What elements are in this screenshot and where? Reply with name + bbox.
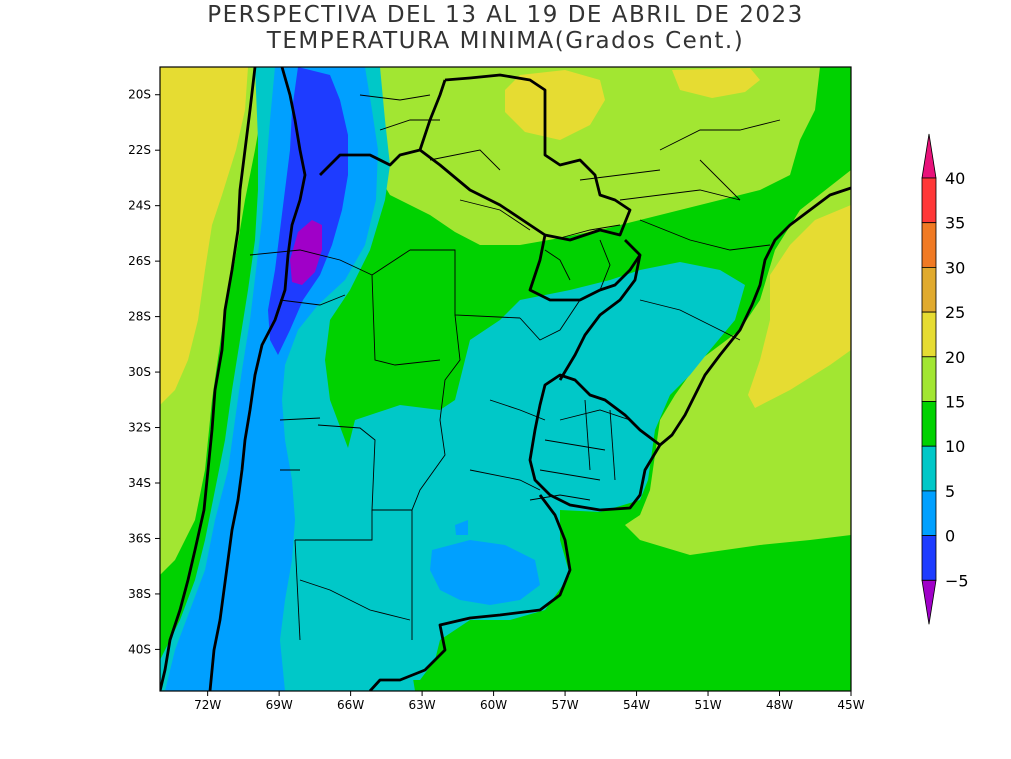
bolivia-brazil-border: [444, 73, 632, 242]
band-20-25-north: [505, 70, 605, 140]
colorbar-segment: [921, 445, 937, 492]
title-line-1: PERSPECTIVA DEL 13 AL 19 DE ABRIL DE 202…: [207, 2, 804, 28]
lon-tick-label: 57W: [551, 698, 578, 712]
colorbar-segment: [921, 177, 937, 224]
colorbar-label: 10: [945, 437, 965, 456]
lat-tick-label: 36S: [128, 531, 151, 545]
colorbar-bottom-triangle: [921, 579, 937, 625]
colorbar-label: 25: [945, 303, 965, 322]
title-line-2: TEMPERATURA MINIMA(Grados Cent.): [266, 28, 745, 54]
band-minus5-0: [268, 67, 348, 355]
band-0-5: [165, 67, 540, 691]
colorbar-segment: [921, 311, 937, 358]
lat-tick-label: 38S: [128, 587, 151, 601]
colorbar-label: −5: [945, 571, 969, 590]
lat-tick-label: 22S: [128, 143, 151, 157]
temperature-field: [160, 67, 851, 691]
lon-tick-label: 72W: [194, 698, 221, 712]
colorbar-segment: [921, 222, 937, 268]
band-below-minus5: [290, 220, 322, 285]
uruguay-border: [528, 373, 662, 512]
lat-tick-label: 20S: [128, 88, 151, 102]
colorbar-segment: [921, 535, 937, 581]
colorbar-segment: [921, 356, 937, 402]
lon-tick-label: 54W: [623, 698, 650, 712]
colorbar-label: 15: [945, 393, 965, 412]
lat-tick-label: 30S: [128, 365, 151, 379]
lon-tick-label: 63W: [409, 698, 436, 712]
colorbar-label: 5: [945, 482, 955, 501]
argentina-brazil-border: [558, 254, 642, 381]
lat-tick-label: 28S: [128, 310, 151, 324]
longitude-axis: 72W 69W 66W 63W 60W 57W 54W 51W 48W 45W: [194, 691, 865, 712]
lat-tick-label: 40S: [128, 642, 151, 656]
pacific-coast: [160, 67, 257, 691]
lat-tick-label: 26S: [128, 254, 151, 268]
band-0-5-spot: [250, 406, 258, 424]
lat-tick-label: 34S: [128, 476, 151, 490]
lon-tick-label: 69W: [266, 698, 293, 712]
colorbar-label: 35: [945, 214, 965, 233]
andes-border: [208, 67, 307, 691]
colorbar-label: 20: [945, 348, 965, 367]
band-15-20-north: [250, 67, 820, 245]
latitude-axis: 20S 22S 24S 26S 28S 30S 32S 34S 36S 38S 40S: [128, 88, 160, 656]
lon-tick-label: 45W: [837, 698, 864, 712]
band-20-25-east: [748, 205, 851, 408]
colorbar-label: 40: [945, 169, 965, 188]
lon-tick-label: 66W: [337, 698, 364, 712]
plot-frame: [159, 66, 852, 692]
political-borders-thick: [160, 67, 851, 691]
lon-tick-label: 51W: [694, 698, 721, 712]
lat-tick-label: 24S: [128, 199, 151, 213]
colorbar-label: 0: [945, 527, 955, 546]
colorbar-top-triangle: [921, 133, 937, 179]
map-title: PERSPECTIVA DEL 13 AL 19 DE ABRIL DE 202…: [0, 2, 1011, 54]
colorbar-segment: [921, 490, 937, 536]
lon-tick-label: 60W: [480, 698, 507, 712]
colorbar: 40 35 30 25 20 15 10 5 0 −5: [921, 133, 969, 625]
atlantic-coast-brazil: [659, 186, 851, 447]
paraguay-border: [528, 234, 642, 302]
colorbar-segment: [921, 266, 937, 313]
lat-tick-label: 32S: [128, 421, 151, 435]
colorbar-segment: [921, 401, 937, 447]
colorbar-label: 30: [945, 258, 965, 277]
lon-tick-label: 48W: [766, 698, 793, 712]
band-20-25-north-east: [672, 68, 760, 98]
atlantic-coast-argentina: [368, 494, 572, 691]
political-borders-thin: [249, 94, 781, 641]
northern-border: [418, 79, 447, 151]
band-20-25-west: [160, 67, 248, 405]
